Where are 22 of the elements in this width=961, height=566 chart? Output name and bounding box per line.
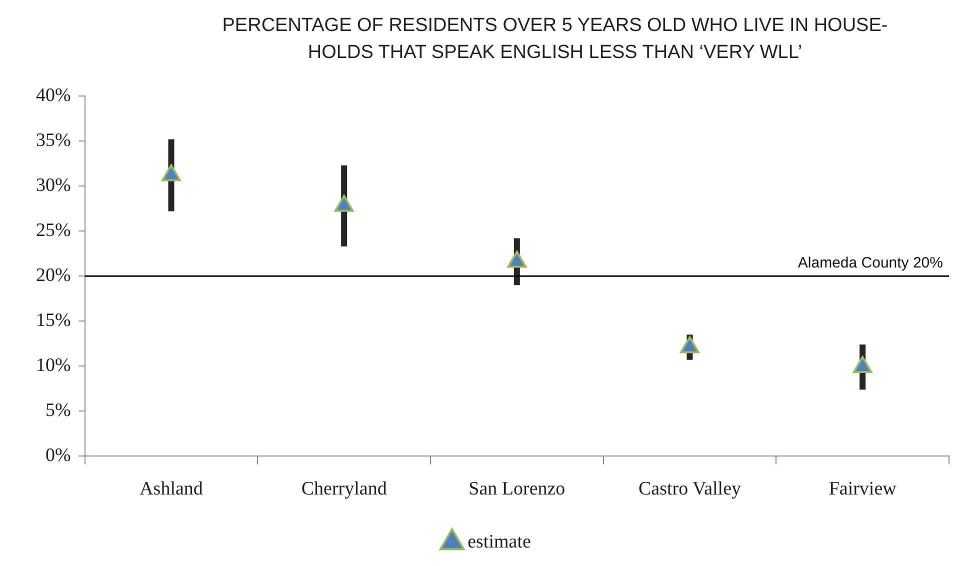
y-tick-label: 30%	[36, 175, 71, 196]
point	[162, 164, 181, 182]
point	[334, 194, 354, 212]
y-tick-label: 0%	[46, 445, 71, 466]
legend-label: estimate	[468, 531, 531, 552]
point	[680, 336, 700, 354]
x-tick-label: Castro Valley	[638, 478, 742, 500]
x-tick-label: Cherryland	[301, 478, 388, 500]
y-tick-label: 10%	[36, 355, 71, 376]
y-tick-label: 20%	[36, 265, 71, 286]
x-tick-label: San Lorenzo	[468, 478, 566, 500]
x-tick-label: Fairview	[828, 478, 897, 500]
y-tick-label: 25%	[36, 220, 71, 242]
x-tick-label: Ashland	[140, 478, 204, 500]
chart-title: PERCENTAGE OF RESIDENTS OVER 5 YEARS OLD WHO LIVE IN HOUSE-HOLDS THAT SPEAK ENGLISH LESS THAN ‘VERY WLL’	[221, 14, 889, 65]
y-tick-label: 15%	[36, 310, 71, 332]
point	[852, 356, 872, 374]
y-tick-label: 5%	[46, 400, 71, 422]
y-tick-label: 35%	[36, 130, 71, 152]
y-tick-label: 40%	[36, 84, 71, 106]
point	[507, 250, 527, 268]
ref-line-label: Alameda County 20%	[798, 254, 943, 272]
